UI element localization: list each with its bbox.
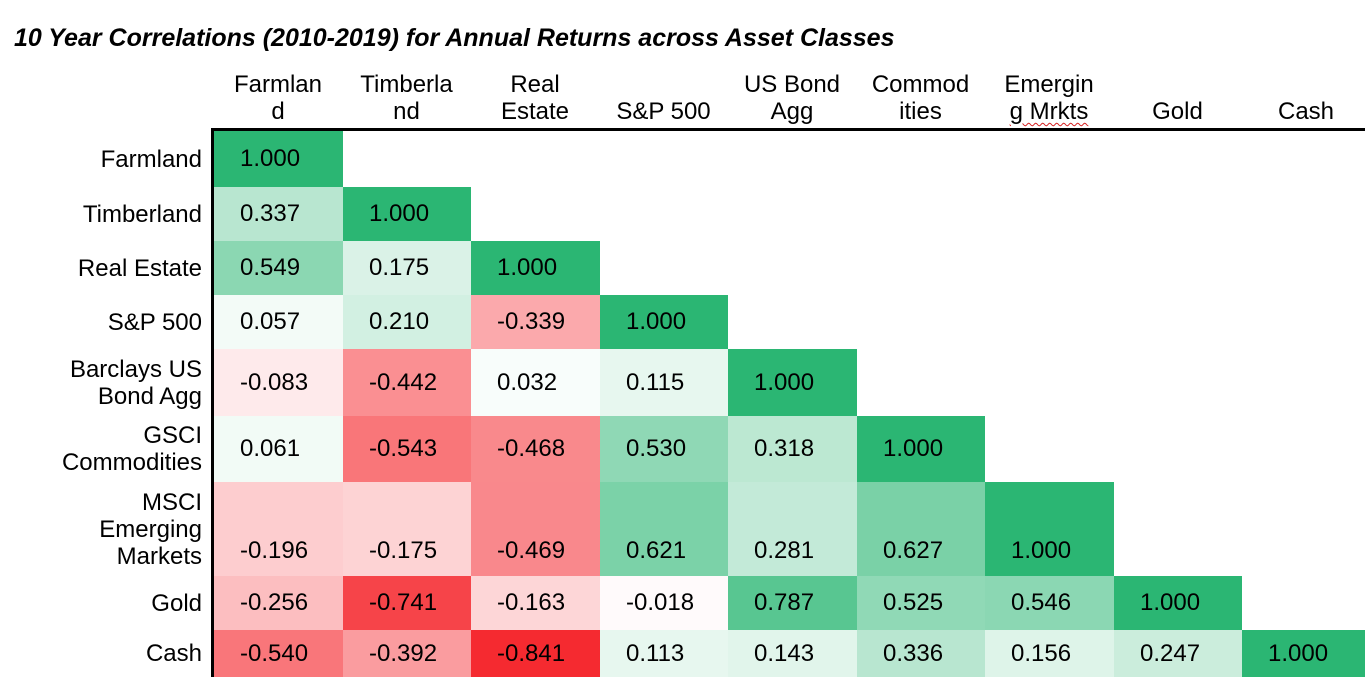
row-header: Timberland [83, 187, 202, 241]
heatmap-cell: 0.061 [214, 416, 343, 482]
column-header-line: ities [899, 98, 942, 125]
heatmap-cell: 0.175 [343, 241, 471, 295]
heatmap-cell: 1.000 [343, 187, 471, 241]
column-header-line: Commod [871, 71, 970, 98]
column-header-line: Agg [770, 98, 814, 125]
column-header-line: Farmlan [233, 71, 323, 98]
heatmap-cell: 1.000 [985, 482, 1114, 576]
heatmap-cell: 0.281 [728, 482, 857, 576]
heatmap-cell: -0.468 [471, 416, 600, 482]
row-header-line: Timberland [82, 200, 202, 228]
column-header: S&P 500 [600, 67, 728, 125]
heatmap-cell: -0.741 [343, 576, 471, 630]
row-header-line: Markets [116, 542, 202, 570]
heatmap-cell: 0.530 [600, 416, 728, 482]
heatmap-cell: 0.336 [857, 630, 985, 677]
row-header: S&P 500 [108, 295, 202, 349]
chart-title: 10 Year Correlations (2010-2019) for Ann… [14, 24, 895, 52]
column-header: Cash [1242, 67, 1370, 125]
column-header: Farmlan d [214, 67, 342, 125]
column-header-line: nd [393, 98, 420, 125]
row-header-line: Barclays US [69, 355, 202, 383]
column-header: Gold [1114, 67, 1242, 125]
heatmap-cell: 0.525 [857, 576, 985, 630]
row-header: Cash [146, 630, 202, 677]
column-header-line: Cash [1277, 98, 1335, 125]
heatmap-cell: -0.196 [214, 482, 343, 576]
row-header-line: GSCI [143, 422, 202, 449]
column-header-line: Timberla [360, 71, 453, 98]
heatmap-cell: 0.549 [214, 241, 343, 295]
row-header: MSCI Emerging Markets [99, 482, 202, 576]
heatmap-cell: 0.115 [600, 349, 728, 416]
column-header-line: g Mrkts [1009, 98, 1089, 125]
column-header-line: Gold [1152, 98, 1203, 125]
row-header-line: Gold [151, 589, 202, 617]
heatmap-cell: 0.627 [857, 482, 985, 576]
heatmap-cell: 0.143 [728, 630, 857, 677]
heatmap-cell: -0.083 [214, 349, 343, 416]
row-header: Farmland [101, 131, 202, 187]
column-header: US Bond Agg [728, 67, 856, 125]
row-header: Barclays US Bond Agg [70, 349, 202, 416]
row-header: GSCI Commodities [62, 416, 202, 482]
row-header-line: Commodities [61, 449, 202, 476]
heatmap-cell: 1.000 [600, 295, 728, 349]
heatmap-cell: -0.175 [343, 482, 471, 576]
heatmap-cell: 1.000 [728, 349, 857, 416]
column-header: Real Estate [471, 67, 599, 125]
column-header: Timberla nd [343, 67, 471, 125]
heatmap-cell: 0.787 [728, 576, 857, 630]
column-header: Emergin g Mrkts [985, 67, 1113, 125]
row-header-line: MSCI [142, 488, 202, 516]
heatmap-cell: 0.113 [600, 630, 728, 677]
heatmap-cell: 0.247 [1114, 630, 1242, 677]
heatmap-cell: -0.163 [471, 576, 600, 630]
heatmap-cell: 1.000 [214, 131, 343, 187]
heatmap-cell: 1.000 [857, 416, 985, 482]
heatmap-cell: 0.546 [985, 576, 1114, 630]
heatmap-cell: -0.442 [343, 349, 471, 416]
heatmap-cell: -0.392 [343, 630, 471, 677]
row-header-line: Real Estate [77, 254, 202, 282]
heatmap-cell: -0.841 [471, 630, 600, 677]
heatmap-cell: -0.256 [214, 576, 343, 630]
heatmap-cell: 0.057 [214, 295, 343, 349]
column-header-line: US Bond [743, 71, 841, 98]
heatmap-cell: 1.000 [1242, 630, 1365, 677]
column-header: Commod ities [857, 67, 985, 125]
row-header-line: S&P 500 [107, 308, 202, 336]
heatmap-cell: 0.337 [214, 187, 343, 241]
heatmap-cell: 1.000 [1114, 576, 1242, 630]
heatmap-cell: 0.621 [600, 482, 728, 576]
row-label-rule [211, 128, 214, 677]
heatmap-cell: 1.000 [471, 241, 600, 295]
column-header-line: Emergin [1004, 71, 1094, 98]
heatmap-cell: 0.318 [728, 416, 857, 482]
heatmap-cell: -0.469 [471, 482, 600, 576]
column-header-line: d [271, 98, 285, 125]
row-header: Real Estate [78, 241, 202, 295]
heatmap-cell: 0.032 [471, 349, 600, 416]
row-header-line: Emerging [99, 515, 202, 543]
row-header: Gold [151, 576, 202, 630]
heatmap-cell: -0.018 [600, 576, 728, 630]
heatmap-cell: 0.210 [343, 295, 471, 349]
heatmap-cell: -0.540 [214, 630, 343, 677]
column-header-line: Real [510, 71, 560, 98]
header-rule [211, 128, 1365, 131]
heatmap-cell: -0.543 [343, 416, 471, 482]
row-header-line: Bond Agg [97, 382, 202, 410]
row-header-line: Cash [145, 640, 202, 667]
heatmap-cell: -0.339 [471, 295, 600, 349]
column-header-line: S&P 500 [616, 98, 711, 125]
row-header-line: Farmland [100, 145, 202, 173]
heatmap-cell: 0.156 [985, 630, 1114, 677]
column-header-line: Estate [500, 98, 570, 125]
